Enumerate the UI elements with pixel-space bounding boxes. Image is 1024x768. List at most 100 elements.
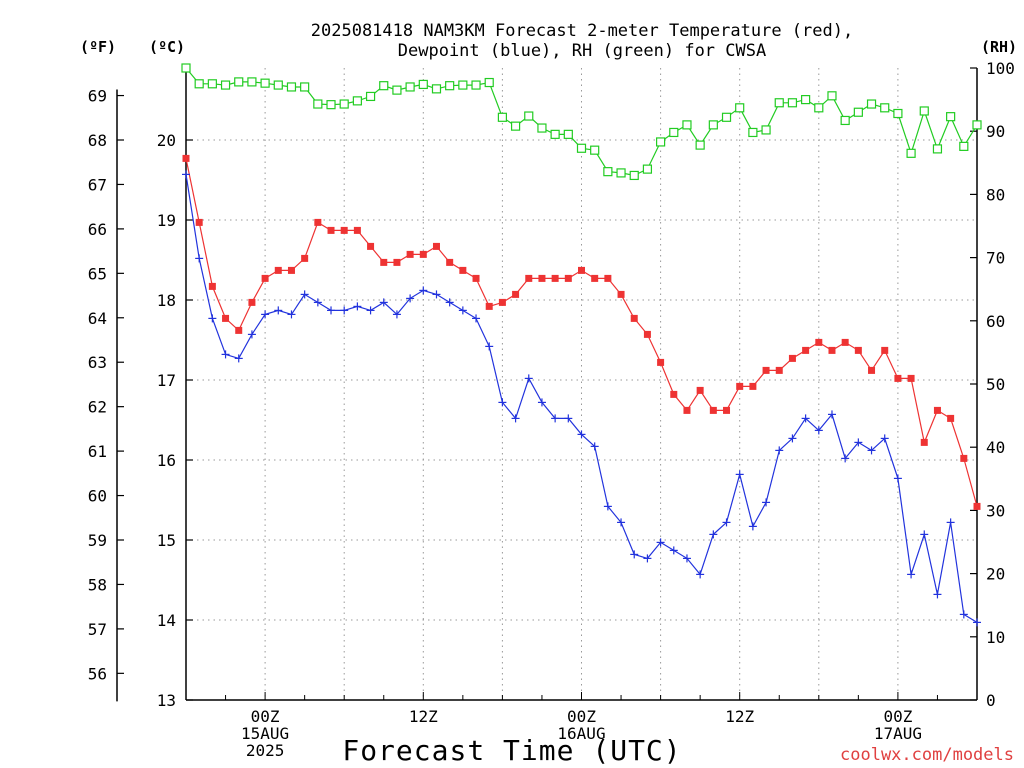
fahrenheit-tick-label: 57 <box>88 620 107 639</box>
temperature-point <box>788 354 796 362</box>
dewpoint-point <box>300 290 309 299</box>
temperature-point <box>933 406 941 414</box>
dewpoint-point <box>630 550 639 559</box>
rh-point <box>431 84 442 94</box>
temperature-point <box>775 366 783 374</box>
grid-lines <box>186 68 977 700</box>
temperature-point <box>947 414 955 422</box>
temperature-point <box>301 254 309 262</box>
dewpoint-point <box>287 310 296 319</box>
temperature-point <box>617 290 625 298</box>
rh-unit-label: (RH) <box>981 38 1017 56</box>
chart-title-line1: 2025081418 NAM3KM Forecast 2-meter Tempe… <box>311 21 853 41</box>
rh-point <box>946 112 956 122</box>
rh-point <box>932 144 943 154</box>
temperature-point <box>749 382 757 390</box>
dewpoint-point <box>445 298 454 307</box>
dewpoint-point <box>867 446 876 455</box>
rh-point <box>352 96 362 106</box>
dewpoint-series <box>182 170 981 627</box>
temperature-point <box>762 366 770 374</box>
temperature-point <box>380 258 388 266</box>
rh-point <box>708 120 718 130</box>
temperature-point <box>208 282 216 290</box>
rh-point <box>761 125 771 135</box>
rh-point <box>919 106 929 116</box>
rh-point <box>629 170 639 181</box>
temperature-point <box>327 226 335 234</box>
temperature-point <box>235 326 243 334</box>
dewpoint-point <box>472 314 481 323</box>
temperature-point <box>274 266 282 274</box>
dewpoint-point <box>788 434 797 443</box>
rh-point <box>524 111 534 121</box>
temperature-point <box>261 274 269 282</box>
fahrenheit-tick-label: 61 <box>88 442 107 461</box>
fahrenheit-unit-label: (ºF) <box>80 38 116 56</box>
dewpoint-point <box>920 530 929 539</box>
rh-point <box>537 123 547 133</box>
x-tick-label: 00Z <box>251 707 280 726</box>
dewpoint-point <box>353 302 362 311</box>
rh-point <box>682 120 692 130</box>
dewpoint-point <box>406 294 415 303</box>
dewpoint-point <box>643 554 652 563</box>
fahrenheit-tick-label: 64 <box>88 309 107 328</box>
dewpoint-point <box>564 414 573 423</box>
dewpoint-point <box>827 410 836 419</box>
dewpoint-point <box>379 298 388 307</box>
dewpoint-point <box>801 414 810 423</box>
temperature-point <box>815 338 823 346</box>
temperature-point <box>683 406 691 414</box>
fahrenheit-tick-label: 58 <box>88 575 107 594</box>
rh-point <box>273 80 283 90</box>
rh-tick-label: 60 <box>986 312 1005 331</box>
fahrenheit-tick-label: 60 <box>88 487 107 506</box>
celsius-tick-label: 20 <box>157 131 176 150</box>
rh-point <box>906 148 916 158</box>
rh-point <box>866 99 877 109</box>
dewpoint-point <box>537 398 546 407</box>
temperature-point <box>736 382 744 390</box>
temperature-point <box>485 302 493 310</box>
fahrenheit-tick-label: 68 <box>88 131 107 150</box>
rh-tick-label: 20 <box>986 565 1005 584</box>
dewpoint-point <box>208 314 217 323</box>
rh-point <box>972 120 982 130</box>
x-tick-label: 16AUG <box>557 724 605 743</box>
temperature-point <box>604 274 612 282</box>
x-tick-label: 00Z <box>883 707 912 726</box>
rh-point <box>260 78 270 88</box>
temperature-series <box>182 154 981 510</box>
fahrenheit-tick-label: 66 <box>88 220 107 239</box>
dewpoint-point <box>511 414 520 423</box>
rh-point <box>418 79 428 90</box>
dewpoint-point <box>392 310 401 319</box>
temperature-point <box>709 406 717 414</box>
credit-label: coolwx.com/models <box>840 745 1014 765</box>
celsius-tick-label: 15 <box>157 531 176 550</box>
rh-point <box>379 81 389 91</box>
rh-point <box>247 77 257 87</box>
rh-point <box>300 82 310 92</box>
temperature-point <box>802 346 810 354</box>
dewpoint-point <box>498 398 507 407</box>
dewpoint-point <box>709 530 718 539</box>
rh-tick-label: 70 <box>986 249 1005 268</box>
celsius-tick-label: 19 <box>157 211 176 230</box>
x-tick-label: 00Z <box>567 707 596 726</box>
celsius-tick-label: 16 <box>157 451 176 470</box>
dewpoint-point <box>814 426 823 435</box>
rh-point <box>339 99 349 109</box>
temperature-point <box>723 406 731 414</box>
rh-point <box>220 80 231 90</box>
temperature-point <box>881 346 889 354</box>
dewpoint-point <box>907 570 916 579</box>
rh-tick-label: 10 <box>986 628 1005 647</box>
temperature-point <box>393 258 401 266</box>
rh-point <box>853 107 863 117</box>
rh-point <box>655 137 666 147</box>
temperature-point <box>248 298 256 306</box>
temperature-point <box>630 314 638 322</box>
